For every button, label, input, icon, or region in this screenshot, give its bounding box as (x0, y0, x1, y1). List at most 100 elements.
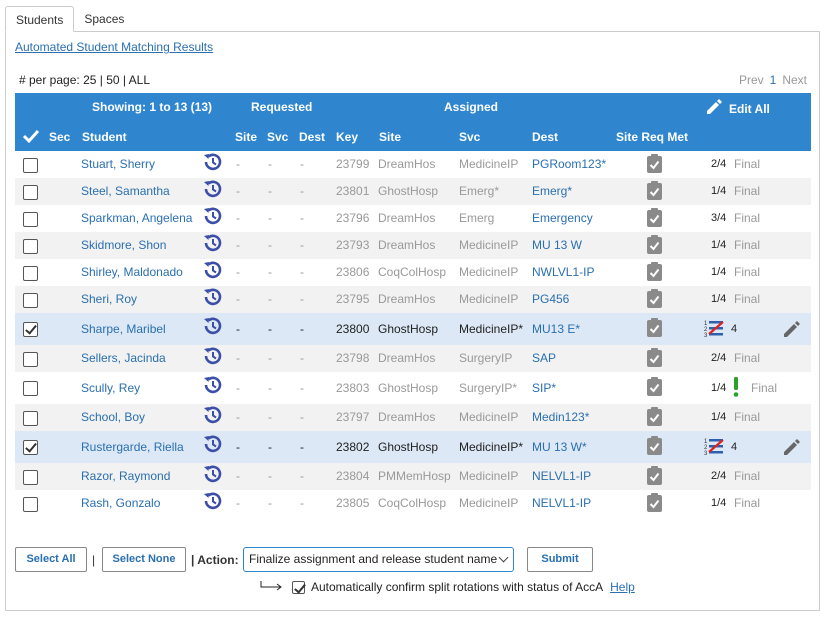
assigned-dest-link[interactable]: NELVL1-IP (532, 469, 592, 483)
col-student[interactable]: Student (82, 130, 127, 144)
table-row[interactable]: Rash, Gonzalo - - - 23805 CoqColHosp MedicineI… (15, 490, 811, 517)
col-assigned-site[interactable]: Site (379, 130, 402, 144)
col-key[interactable]: Key (336, 130, 359, 144)
assigned-svc: SurgeryIP (459, 351, 513, 365)
student-name-link[interactable]: Skidmore, Shon (81, 238, 167, 252)
table-row[interactable]: Rustergarde, Riella - - - 23802 GhostHosp Medi… (15, 431, 811, 463)
history-icon[interactable] (202, 463, 224, 488)
row-checkbox[interactable] (23, 381, 38, 396)
per-page-options[interactable]: 25 | 50 | ALL (83, 73, 151, 87)
assigned-dest-link[interactable]: Medin123* (532, 410, 590, 424)
row-checkbox[interactable] (23, 212, 38, 227)
table-row[interactable]: Sparkman, Angelena - - - 23796 DreamHos Emerg E… (15, 205, 811, 232)
requested-dest: - (300, 238, 304, 252)
action-select[interactable]: Finalize assignment and release student … (243, 547, 514, 572)
select-all-button[interactable]: Select All (15, 547, 87, 572)
table-row[interactable]: Skidmore, Shon - - - 23793 DreamHos MedicineIP… (15, 232, 811, 259)
requested-dest: - (300, 265, 304, 279)
history-icon[interactable] (202, 259, 224, 284)
assigned-dest-link[interactable]: Emerg* (532, 184, 573, 198)
action-label: | Action: (191, 553, 239, 567)
current-page[interactable]: 1 (769, 73, 777, 87)
history-icon[interactable] (202, 286, 224, 311)
student-name-link[interactable]: Shirley, Maldonado (81, 265, 183, 279)
table-row[interactable]: Scully, Rey - - - 23803 GhostHosp SurgeryIP* SI… (15, 372, 811, 404)
history-icon[interactable] (202, 345, 224, 370)
table-row[interactable]: Sellers, Jacinda - - - 23798 DreamHos SurgeryI… (15, 345, 811, 372)
table-row[interactable]: Sharpe, Maribel - - - 23800 GhostHosp Medicine… (15, 313, 811, 345)
key-value: 23795 (336, 292, 370, 306)
table-row[interactable]: School, Boy - - - 23797 DreamHos MedicineIP Med… (15, 404, 811, 431)
assigned-dest-link[interactable]: MU 13 W* (532, 440, 587, 454)
history-icon[interactable] (202, 490, 224, 515)
row-checkbox[interactable] (23, 440, 38, 455)
student-name-link[interactable]: Razor, Raymond (81, 469, 171, 483)
history-icon[interactable] (202, 374, 224, 399)
assigned-dest-link[interactable]: SAP (532, 351, 557, 365)
history-icon[interactable] (202, 151, 224, 176)
per-page-control[interactable]: # per page: 25 | 50 | ALL (19, 73, 150, 87)
edit-pencil-icon[interactable] (782, 437, 802, 460)
row-checkbox[interactable] (23, 239, 38, 254)
assigned-dest-link[interactable]: MU 13 W (532, 238, 583, 252)
col-assigned-svc[interactable]: Svc (459, 130, 481, 144)
matching-results-link[interactable]: Automated Student Matching Results (15, 40, 214, 54)
student-name-link[interactable]: School, Boy (81, 410, 146, 424)
history-icon[interactable] (202, 205, 224, 230)
student-name-link[interactable]: Sheri, Roy (81, 292, 138, 306)
table-row[interactable]: Razor, Raymond - - - 23804 PMMemHosp MedicineI… (15, 463, 811, 490)
assigned-dest-link[interactable]: NELVL1-IP (532, 496, 592, 510)
clipboard-check-icon (647, 407, 662, 429)
row-checkbox[interactable] (23, 470, 38, 485)
auto-confirm-label: Automatically confirm split rotations wi… (311, 580, 604, 594)
table-row[interactable]: Stuart, Sherry - - - 23799 DreamHos MedicineIP… (15, 151, 811, 178)
submit-button[interactable]: Submit (527, 547, 593, 572)
row-checkbox[interactable] (23, 293, 38, 308)
select-all-check-icon[interactable] (23, 129, 39, 143)
history-icon[interactable] (202, 433, 224, 458)
student-name-link[interactable]: Rustergarde, Riella (81, 440, 184, 454)
history-icon[interactable] (202, 232, 224, 257)
tab-students[interactable]: Students (5, 6, 75, 32)
student-name-link[interactable]: Sellers, Jacinda (81, 351, 166, 365)
student-name-link[interactable]: Rash, Gonzalo (81, 496, 161, 510)
select-none-button[interactable]: Select None (102, 547, 186, 572)
next-link[interactable]: Next (782, 73, 807, 87)
assigned-dest-link[interactable]: PGRoom123* (532, 157, 607, 171)
row-checkbox[interactable] (23, 266, 38, 281)
help-link[interactable]: Help (610, 580, 635, 594)
row-checkbox[interactable] (23, 185, 38, 200)
final-status: Final (734, 265, 761, 279)
history-icon[interactable] (202, 315, 224, 340)
prev-link[interactable]: Prev (738, 73, 764, 87)
row-checkbox[interactable] (23, 322, 38, 337)
table-row[interactable]: Sheri, Roy - - - 23795 DreamHos MedicineIP PG45… (15, 286, 811, 313)
col-assigned-dest[interactable]: Dest (532, 130, 559, 144)
table-row[interactable]: Steel, Samantha - - - 23801 GhostHosp Emerg* Em… (15, 178, 811, 205)
student-name-link[interactable]: Steel, Samantha (81, 184, 170, 198)
auto-confirm-checkbox[interactable] (292, 580, 305, 594)
row-checkbox[interactable] (23, 497, 38, 512)
assigned-svc: MedicineIP* (459, 322, 524, 336)
history-icon[interactable] (202, 178, 224, 203)
edit-all-button[interactable]: Edit All (705, 98, 770, 116)
student-name-link[interactable]: Stuart, Sherry (81, 157, 156, 171)
tab-spaces[interactable]: Spaces (84, 12, 125, 26)
assigned-dest-link[interactable]: SIP* (532, 381, 557, 395)
table-row[interactable]: Shirley, Maldonado - - - 23806 CoqColHosp Medi… (15, 259, 811, 286)
assigned-dest-link[interactable]: NWLVL1-IP (532, 265, 595, 279)
row-checkbox[interactable] (23, 352, 38, 367)
history-icon[interactable] (202, 404, 224, 429)
student-name-link[interactable]: Sparkman, Angelena (81, 211, 193, 225)
row-checkbox[interactable] (23, 411, 38, 426)
col-sec[interactable]: Sec (49, 130, 71, 144)
assigned-dest-link[interactable]: PG456 (532, 292, 570, 306)
edit-pencil-icon[interactable] (782, 319, 802, 342)
student-name-link[interactable]: Scully, Rey (81, 381, 141, 395)
row-checkbox[interactable] (23, 158, 38, 173)
assigned-dest-link[interactable]: Emergency (532, 211, 593, 225)
student-name-link[interactable]: Sharpe, Maribel (81, 322, 166, 336)
assigned-dest-link[interactable]: MU13 E* (532, 322, 581, 336)
